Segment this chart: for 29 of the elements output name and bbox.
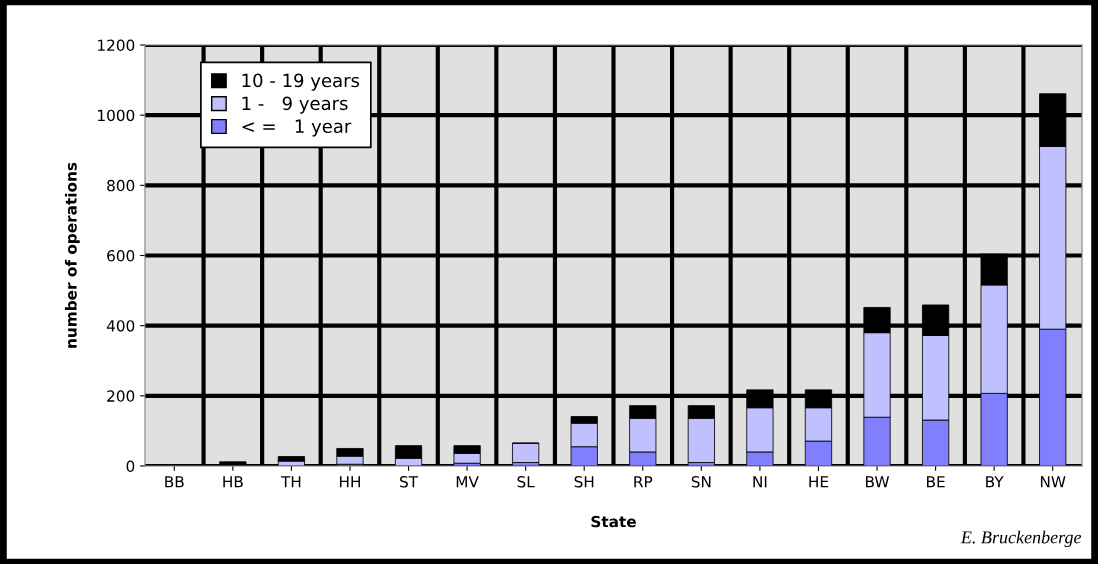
legend-label: < = 1 year xyxy=(242,119,352,137)
x-tick-label: ST xyxy=(400,475,419,488)
x-tick-label: BW xyxy=(866,476,890,488)
y-tick-label: 600 xyxy=(107,249,135,262)
legend-label: 10 - 19 years xyxy=(242,73,360,91)
y-tick-label: 200 xyxy=(107,390,135,402)
x-tick-label: TH xyxy=(280,476,301,488)
y-tick-label: 0 xyxy=(126,460,135,473)
x-tick-label: RP xyxy=(634,476,653,488)
y-tick-label: 400 xyxy=(106,320,135,332)
x-tick-label: BE xyxy=(927,476,945,488)
y-tick-label: 1200 xyxy=(98,39,135,52)
x-tick-label: SL xyxy=(517,475,535,488)
x-tick-label: BY xyxy=(986,476,1004,488)
x-tick-label: MV xyxy=(456,476,479,488)
y-tick-label: 1000 xyxy=(98,109,135,122)
x-axis-title: State xyxy=(591,515,636,528)
x-tick-label: BB xyxy=(165,476,184,488)
x-tick-label: SH xyxy=(574,475,594,488)
legend-label: 1 - 9 years xyxy=(242,96,348,114)
x-tick-label: HB xyxy=(223,476,243,488)
y-tick-label: 800 xyxy=(107,179,135,192)
y-axis-title: number of operations xyxy=(64,162,80,348)
x-tick-label: SN xyxy=(691,475,711,488)
x-tick-label: NW xyxy=(1040,476,1066,488)
text: E. Bruckenberge xyxy=(960,530,1082,548)
x-tick-label: HH xyxy=(339,476,360,488)
x-tick-label: NI xyxy=(753,476,767,488)
x-tick-label: HE xyxy=(809,476,829,488)
